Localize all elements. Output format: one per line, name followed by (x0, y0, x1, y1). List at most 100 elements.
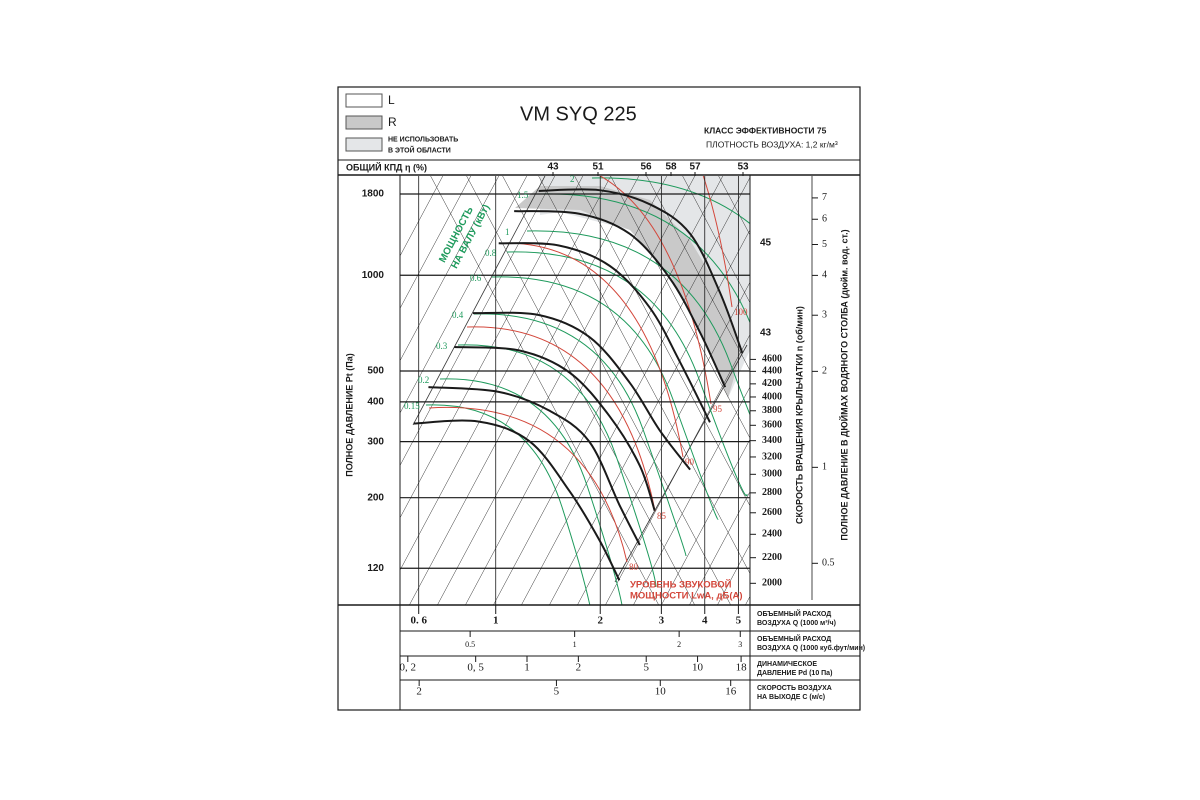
rpm-tick-label: 3600 (762, 420, 782, 431)
scale-tick-label: 1 (524, 662, 530, 674)
ray-line (682, 176, 750, 304)
fan-curve (413, 419, 621, 581)
scale-tick-label: 16 (725, 686, 737, 698)
system-line (400, 176, 556, 467)
efficiency-value: 51 (592, 162, 604, 173)
power-value-label: 0.8 (485, 248, 497, 258)
efficiency-value: 43 (760, 328, 772, 339)
y2-tick-label: 0.5 (822, 558, 835, 569)
noise-curve (598, 176, 712, 405)
y-tick-label: 1800 (362, 189, 385, 200)
envelope (412, 176, 546, 426)
scale-tick-label: 5 (554, 686, 560, 698)
rpm-tick-label: 4600 (762, 354, 782, 365)
noise-curve (504, 242, 684, 458)
system-line (400, 176, 500, 362)
power-curve (457, 344, 657, 588)
rpm-tick-label: 3400 (762, 435, 782, 446)
y2-tick-label: 6 (822, 214, 827, 225)
efficiency-value: 57 (689, 162, 701, 173)
system-line (400, 176, 472, 309)
scale-tick-label: 2 (416, 686, 422, 698)
system-line (661, 438, 750, 605)
scale-tick-label: 10 (692, 662, 704, 674)
fan-curve (498, 242, 711, 423)
r-area (515, 186, 742, 398)
efficiency-label: ОБЩИЙ КПД η (%) (346, 161, 427, 172)
power-value-label: 1 (505, 227, 510, 237)
power-curve (538, 193, 750, 325)
noise-value-label: 90 (685, 457, 695, 467)
ray-line (646, 176, 750, 371)
y-tick-label: 400 (367, 397, 384, 408)
rpm-tick-label: 2800 (762, 487, 782, 498)
x-tick-label: 3 (659, 615, 665, 627)
x-tick-label: 5 (736, 615, 742, 627)
x-tick-label: 1 (493, 615, 499, 627)
ray-line (502, 176, 732, 605)
y2-tick-label: 7 (822, 192, 827, 203)
efficiency-value: 45 (760, 238, 772, 249)
noise-label: УРОВЕНЬ ЗВУКОВОЙ (630, 579, 732, 591)
noise-value-label: 80 (629, 562, 639, 572)
y2-tick-label: 3 (822, 310, 827, 321)
system-line (605, 334, 750, 605)
power-curve (506, 251, 748, 497)
x-tick-label: 4 (702, 615, 708, 627)
rpm-tick-label: 4200 (762, 378, 782, 389)
system-line (465, 176, 696, 605)
fan-curve (514, 210, 727, 388)
ray-line (538, 176, 750, 575)
system-line (689, 491, 750, 605)
y2-tick-label: 2 (822, 366, 827, 377)
legend-label: НЕ ИСПОЛЬЗОВАТЬ (388, 136, 458, 143)
legend-swatch (345, 115, 383, 130)
scale-tick-label: 3 (738, 640, 742, 649)
y2-axis-label: ПОЛНОЕ ДАВЛЕНИЕ В ДЮЙМАХ ВОДЯНОГО СТОЛБА… (838, 229, 849, 540)
legend-label: L (388, 93, 395, 107)
system-line (577, 281, 750, 605)
noise-value-label: 95 (713, 404, 723, 414)
scale-tick-label: 2 (677, 640, 681, 649)
y2-tick-label: 4 (822, 270, 827, 281)
rpm-tick-label: 2400 (762, 529, 782, 540)
y-tick-label: 500 (367, 366, 384, 377)
scale-tick-label: 1 (573, 640, 577, 649)
legend-label: В ЭТОЙ ОБЛАСТИ (388, 145, 451, 154)
ray-line (610, 176, 750, 439)
system-line (400, 176, 612, 571)
chart-title: VM SYQ 225 (520, 103, 637, 125)
power-curve (526, 230, 750, 417)
y-axis-label: ПОЛНОЕ ДАВЛЕНИЕ Pt (Па) (344, 353, 354, 477)
fan-curve (472, 311, 691, 471)
y2-tick-label: 1 (822, 462, 827, 473)
efficiency-value: 53 (737, 162, 749, 173)
rpm-axis-label: СКОРОСТЬ ВРАЩЕНИЯ КРЫЛЬЧАТКИ n (об/мин) (794, 306, 804, 524)
power-value-label: 0.2 (418, 375, 429, 385)
power-curve (473, 313, 687, 557)
power-value-label: 2 (570, 174, 575, 184)
scale-tick-label: 10 (655, 686, 667, 698)
y-tick-label: 300 (367, 436, 384, 447)
x-tick-label: 2 (597, 615, 603, 627)
no-use-area (540, 176, 750, 398)
system-line (400, 176, 584, 519)
legend-swatch (345, 137, 383, 152)
fan-curve (538, 188, 744, 354)
rpm-tick-label: 3800 (762, 405, 782, 416)
y-tick-label: 200 (367, 492, 384, 503)
system-line (400, 176, 528, 414)
system-line (521, 176, 750, 605)
power-value-label: 0.15 (404, 401, 420, 411)
efficiency-value: 58 (665, 162, 677, 173)
legend-swatch (345, 93, 383, 108)
rpm-tick-label: 2200 (762, 552, 782, 563)
scale-tick-label: 0.5 (465, 640, 475, 649)
x-tick-label: 0. 6 (410, 615, 427, 627)
ray-line (430, 176, 660, 605)
efficiency-value: 56 (640, 162, 652, 173)
scale-label: ДАВЛЕНИЕ Pd (10 Па) (757, 670, 832, 677)
ray-line (466, 176, 696, 605)
scale-label: ОБЪЕМНЫЙ РАСХОД (757, 634, 831, 643)
